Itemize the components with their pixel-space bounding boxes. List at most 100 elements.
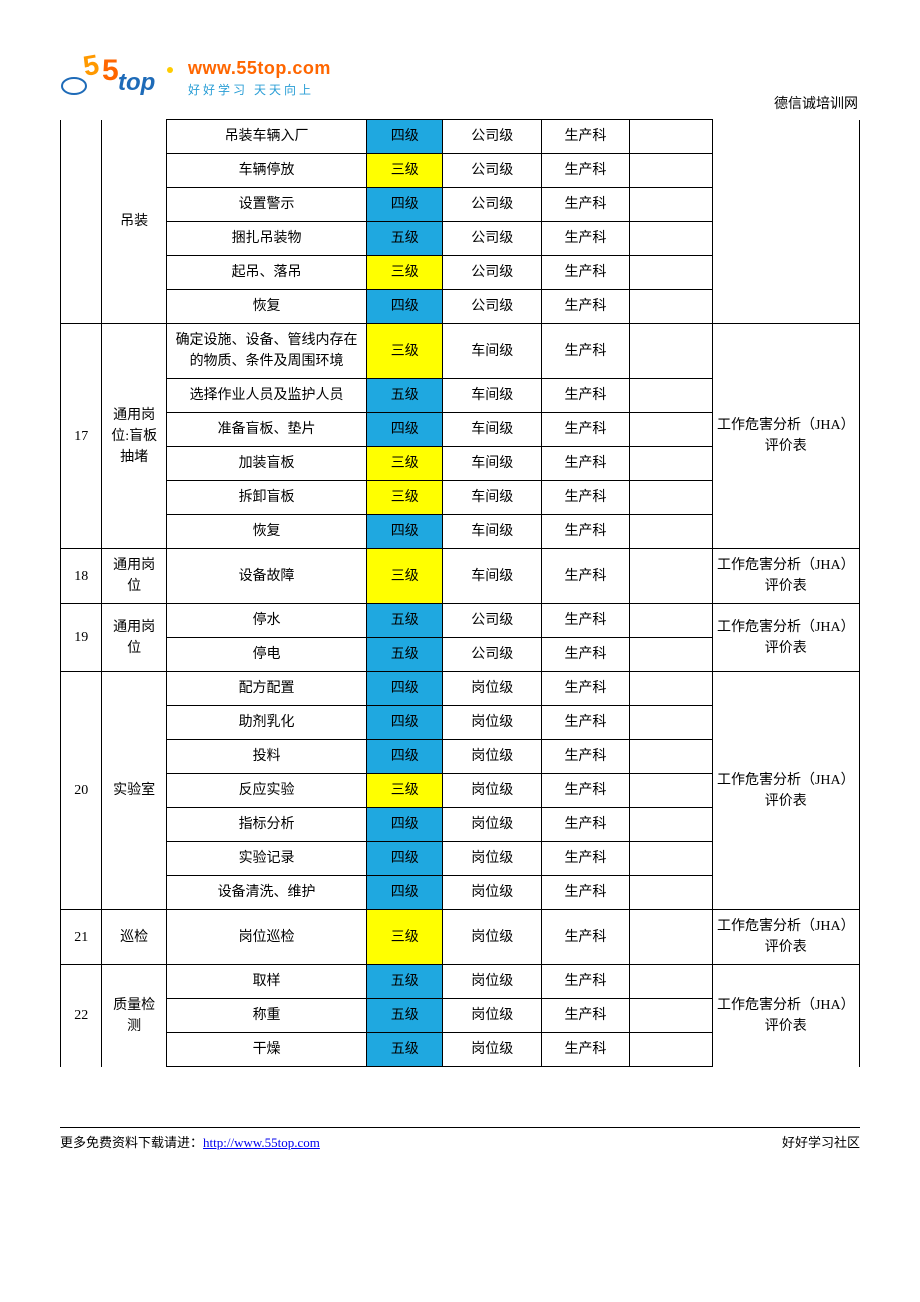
- cell-org-level: 公司级: [443, 222, 542, 256]
- cell-risk-level: 五级: [367, 638, 443, 672]
- cell-task: 设备清洗、维护: [166, 876, 366, 910]
- cell-department: 生产科: [542, 808, 629, 842]
- cell-org-level: 车间级: [443, 549, 542, 604]
- cell-position: 通用岗位:盲板抽堵: [102, 324, 166, 549]
- cell-empty: [629, 910, 712, 965]
- cell-note: 工作危害分析（JHA）评价表: [712, 910, 859, 965]
- cell-task: 停水: [166, 604, 366, 638]
- cell-department: 生产科: [542, 324, 629, 379]
- cell-empty: [629, 774, 712, 808]
- cell-org-level: 车间级: [443, 324, 542, 379]
- cell-task: 反应实验: [166, 774, 366, 808]
- cell-risk-level: 四级: [367, 706, 443, 740]
- cell-department: 生产科: [542, 1033, 629, 1067]
- cell-note: 工作危害分析（JHA）评价表: [712, 965, 859, 1067]
- cell-org-level: 岗位级: [443, 965, 542, 999]
- footer-left-prefix: 更多免费资料下载请进：: [60, 1135, 203, 1150]
- cell-empty: [629, 413, 712, 447]
- cell-task: 称重: [166, 999, 366, 1033]
- cell-department: 生产科: [542, 638, 629, 672]
- cell-department: 生产科: [542, 604, 629, 638]
- cell-empty: [629, 256, 712, 290]
- cell-task: 投料: [166, 740, 366, 774]
- cell-department: 生产科: [542, 910, 629, 965]
- cell-department: 生产科: [542, 290, 629, 324]
- cell-org-level: 岗位级: [443, 672, 542, 706]
- cell-task: 加装盲板: [166, 447, 366, 481]
- cell-task: 起吊、落吊: [166, 256, 366, 290]
- cell-index: 22: [61, 965, 102, 1067]
- cell-index: 21: [61, 910, 102, 965]
- cell-note: 工作危害分析（JHA）评价表: [712, 672, 859, 910]
- cell-risk-level: 三级: [367, 481, 443, 515]
- cell-task: 指标分析: [166, 808, 366, 842]
- cell-empty: [629, 120, 712, 154]
- cell-department: 生产科: [542, 256, 629, 290]
- cell-department: 生产科: [542, 774, 629, 808]
- cell-department: 生产科: [542, 222, 629, 256]
- cell-department: 生产科: [542, 706, 629, 740]
- svg-text:top: top: [118, 69, 155, 96]
- cell-empty: [629, 604, 712, 638]
- cell-department: 生产科: [542, 447, 629, 481]
- cell-risk-level: 五级: [367, 604, 443, 638]
- cell-task: 实验记录: [166, 842, 366, 876]
- table-row: 19通用岗位停水五级公司级生产科工作危害分析（JHA）评价表: [61, 604, 860, 638]
- cell-empty: [629, 965, 712, 999]
- footer-link[interactable]: http://www.55top.com: [203, 1135, 320, 1150]
- cell-department: 生产科: [542, 188, 629, 222]
- logo-55top-icon: 5 5 top: [60, 50, 180, 105]
- table-row: 20实验室配方配置四级岗位级生产科工作危害分析（JHA）评价表: [61, 672, 860, 706]
- svg-text:5: 5: [102, 54, 119, 87]
- header-site-name: 德信诚培训网: [60, 93, 860, 113]
- cell-department: 生产科: [542, 515, 629, 549]
- logo-tagline: 好好学习 天天向上: [188, 81, 331, 98]
- cell-risk-level: 五级: [367, 222, 443, 256]
- cell-note: 工作危害分析（JHA）评价表: [712, 549, 859, 604]
- cell-org-level: 岗位级: [443, 999, 542, 1033]
- cell-org-level: 车间级: [443, 413, 542, 447]
- cell-task: 停电: [166, 638, 366, 672]
- cell-department: 生产科: [542, 876, 629, 910]
- page-footer: 更多免费资料下载请进：http://www.55top.com 好好学习社区: [60, 1127, 860, 1151]
- cell-org-level: 岗位级: [443, 876, 542, 910]
- table-row: 18通用岗位设备故障三级车间级生产科工作危害分析（JHA）评价表: [61, 549, 860, 604]
- cell-empty: [629, 638, 712, 672]
- cell-task: 取样: [166, 965, 366, 999]
- cell-department: 生产科: [542, 999, 629, 1033]
- cell-department: 生产科: [542, 154, 629, 188]
- cell-empty: [629, 672, 712, 706]
- cell-risk-level: 四级: [367, 413, 443, 447]
- cell-empty: [629, 324, 712, 379]
- cell-org-level: 岗位级: [443, 774, 542, 808]
- cell-empty: [629, 154, 712, 188]
- cell-task: 恢复: [166, 290, 366, 324]
- cell-department: 生产科: [542, 120, 629, 154]
- cell-position: 通用岗位: [102, 549, 166, 604]
- cell-task: 恢复: [166, 515, 366, 549]
- cell-org-level: 岗位级: [443, 706, 542, 740]
- table-row: 21巡检岗位巡检三级岗位级生产科工作危害分析（JHA）评价表: [61, 910, 860, 965]
- cell-index: 20: [61, 672, 102, 910]
- cell-org-level: 公司级: [443, 638, 542, 672]
- cell-department: 生产科: [542, 413, 629, 447]
- cell-empty: [629, 706, 712, 740]
- cell-department: 生产科: [542, 672, 629, 706]
- cell-risk-level: 三级: [367, 549, 443, 604]
- table-row: 22质量检测取样五级岗位级生产科工作危害分析（JHA）评价表: [61, 965, 860, 999]
- cell-position: 通用岗位: [102, 604, 166, 672]
- cell-org-level: 公司级: [443, 188, 542, 222]
- cell-org-level: 岗位级: [443, 740, 542, 774]
- cell-empty: [629, 222, 712, 256]
- table-row: 吊装吊装车辆入厂四级公司级生产科: [61, 120, 860, 154]
- cell-position: 巡检: [102, 910, 166, 965]
- cell-empty: [629, 876, 712, 910]
- cell-empty: [629, 842, 712, 876]
- svg-text:5: 5: [81, 50, 102, 82]
- cell-org-level: 公司级: [443, 256, 542, 290]
- cell-risk-level: 四级: [367, 842, 443, 876]
- cell-empty: [629, 740, 712, 774]
- cell-task: 捆扎吊装物: [166, 222, 366, 256]
- cell-department: 生产科: [542, 842, 629, 876]
- cell-org-level: 车间级: [443, 379, 542, 413]
